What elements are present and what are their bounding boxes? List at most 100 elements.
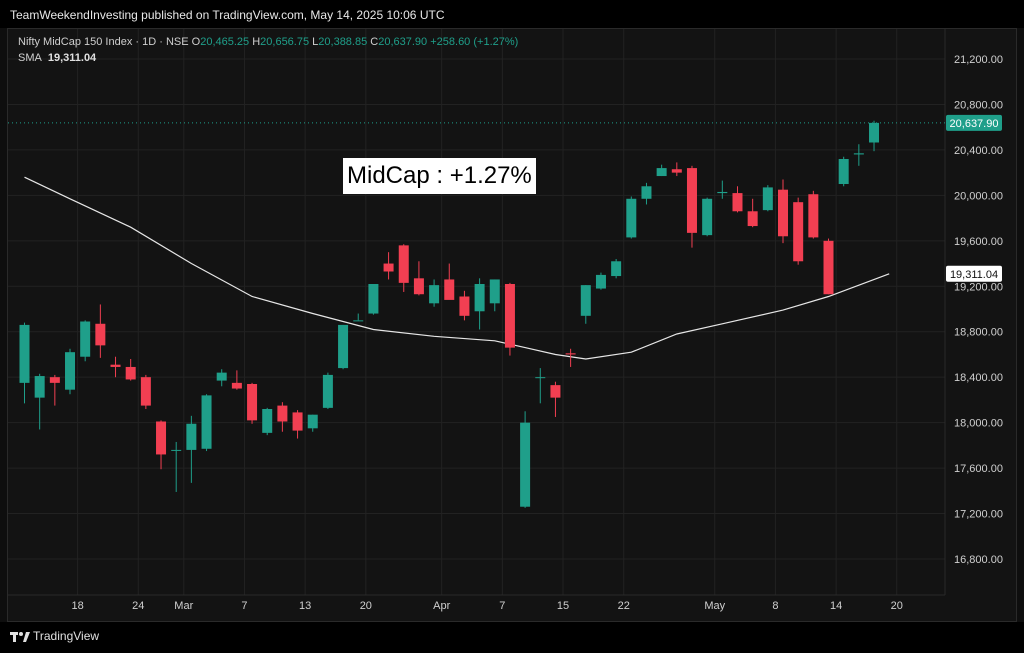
x-tick-label: Apr xyxy=(433,600,450,612)
candle-body-up xyxy=(489,279,500,304)
candle-body-up xyxy=(353,320,364,322)
candle-body-down xyxy=(398,245,409,283)
candle-body-down xyxy=(444,279,455,300)
candle-body-up xyxy=(65,352,76,390)
candle-body-up xyxy=(19,324,30,383)
footer-bar xyxy=(0,622,1024,653)
y-tick-label: 18,000.00 xyxy=(954,418,1003,430)
x-tick-label: 22 xyxy=(618,600,630,612)
open-label: O xyxy=(191,36,201,48)
change-value: +258.60 (+1.27%) xyxy=(430,36,519,48)
close-label: C xyxy=(370,36,379,48)
candle-body-up xyxy=(474,284,485,312)
annotation-box[interactable]: MidCap : +1.27% xyxy=(343,158,536,194)
candle-body-down xyxy=(110,364,121,367)
sma-value: 19,311.04 xyxy=(47,52,97,64)
candle-body-down xyxy=(156,421,167,455)
sma-legend: SMA 19,311.04 xyxy=(18,52,96,64)
sma-price-tag xyxy=(946,265,1002,282)
x-tick-label: 20 xyxy=(360,600,372,612)
candle-body-down xyxy=(292,412,303,431)
candle-body-down xyxy=(565,353,576,355)
last-price-tag-text: 20,637.90 xyxy=(950,118,999,130)
candle-body-up xyxy=(595,274,606,289)
high-label: H xyxy=(252,36,261,48)
last-price-tag xyxy=(946,114,1002,131)
x-tick-label: 7 xyxy=(499,600,505,612)
candle-body-up xyxy=(520,422,531,507)
x-tick-label: May xyxy=(704,600,725,612)
x-tick-label: 20 xyxy=(891,600,903,612)
y-tick-label: 18,800.00 xyxy=(954,327,1003,339)
ohlc-legend: Nifty MidCap 150 Index · 1D · NSE O20,46… xyxy=(18,36,518,48)
candle-body-up xyxy=(853,153,864,155)
candle-body-down xyxy=(550,385,561,398)
candle-body-down xyxy=(277,405,288,422)
candle-body-down xyxy=(747,211,758,227)
candle-body-up xyxy=(171,449,182,451)
publisher-bar: TeamWeekendInvesting published on Tradin… xyxy=(0,0,1024,28)
candle-body-up xyxy=(838,159,849,184)
candle-body-down xyxy=(504,284,515,348)
open-value: 20,465.25 xyxy=(200,36,250,48)
candle-body-down xyxy=(140,377,151,406)
x-tick-label: 18 xyxy=(71,600,83,612)
candle-body-up xyxy=(186,423,197,450)
publisher-text: TeamWeekendInvesting published on Tradin… xyxy=(10,8,445,22)
candle-body-up xyxy=(34,376,45,398)
candle-body-down xyxy=(671,169,682,173)
symbol-label: Nifty MidCap 150 Index · 1D · NSE xyxy=(18,36,189,48)
tradingview-logo-icon[interactable] xyxy=(10,630,30,644)
y-tick-label: 19,600.00 xyxy=(954,236,1003,248)
y-tick-label: 20,000.00 xyxy=(954,190,1003,202)
candle-body-up xyxy=(338,324,349,369)
sma-label: SMA xyxy=(18,52,42,64)
candle-body-up xyxy=(580,285,591,316)
candle-body-up xyxy=(307,414,318,429)
candle-body-up xyxy=(262,409,273,433)
candle-body-up xyxy=(762,187,773,211)
candle-body-down xyxy=(808,194,819,238)
candle-body-up xyxy=(201,395,212,449)
candle-body-down xyxy=(459,296,470,316)
candle-body-up xyxy=(656,168,667,177)
x-tick-label: Mar xyxy=(174,600,193,612)
x-tick-label: 7 xyxy=(241,600,247,612)
candle-body-down xyxy=(231,382,242,389)
y-tick-label: 17,200.00 xyxy=(954,509,1003,521)
x-tick-label: 13 xyxy=(299,600,311,612)
low-label: L xyxy=(312,36,319,48)
candle-body-down xyxy=(793,202,804,262)
y-tick-label: 20,800.00 xyxy=(954,99,1003,111)
close-value: 20,637.90 xyxy=(378,36,428,48)
y-tick-label: 19,200.00 xyxy=(954,281,1003,293)
candle-body-up xyxy=(611,261,622,277)
candle-body-up xyxy=(869,122,880,143)
x-tick-label: 24 xyxy=(132,600,144,612)
x-tick-label: 14 xyxy=(830,600,842,612)
candle-body-up xyxy=(702,198,713,236)
candle-body-down xyxy=(732,193,743,212)
candle-body-up xyxy=(641,186,652,199)
y-tick-label: 20,400.00 xyxy=(954,145,1003,157)
high-value: 20,656.75 xyxy=(260,36,310,48)
candle-body-up xyxy=(717,191,728,194)
y-tick-label: 18,400.00 xyxy=(954,372,1003,384)
candle-body-up xyxy=(80,321,91,357)
candle-body-down xyxy=(778,189,788,237)
y-tick-label: 16,800.00 xyxy=(954,554,1003,566)
y-tick-label: 17,600.00 xyxy=(954,463,1003,475)
candle-body-down xyxy=(49,377,60,383)
candle-body-up xyxy=(429,285,440,304)
candle-body-down xyxy=(686,168,697,233)
candle-body-down xyxy=(247,384,258,421)
candle-body-up xyxy=(322,374,333,408)
candle-body-up xyxy=(216,372,227,381)
candle-body-down xyxy=(95,323,106,346)
tradingview-brand: TradingView xyxy=(33,629,100,643)
candle-body-up xyxy=(626,198,637,238)
candle-body-down xyxy=(823,240,834,295)
candle-body-up xyxy=(535,377,546,379)
candle-body-up xyxy=(368,284,379,314)
